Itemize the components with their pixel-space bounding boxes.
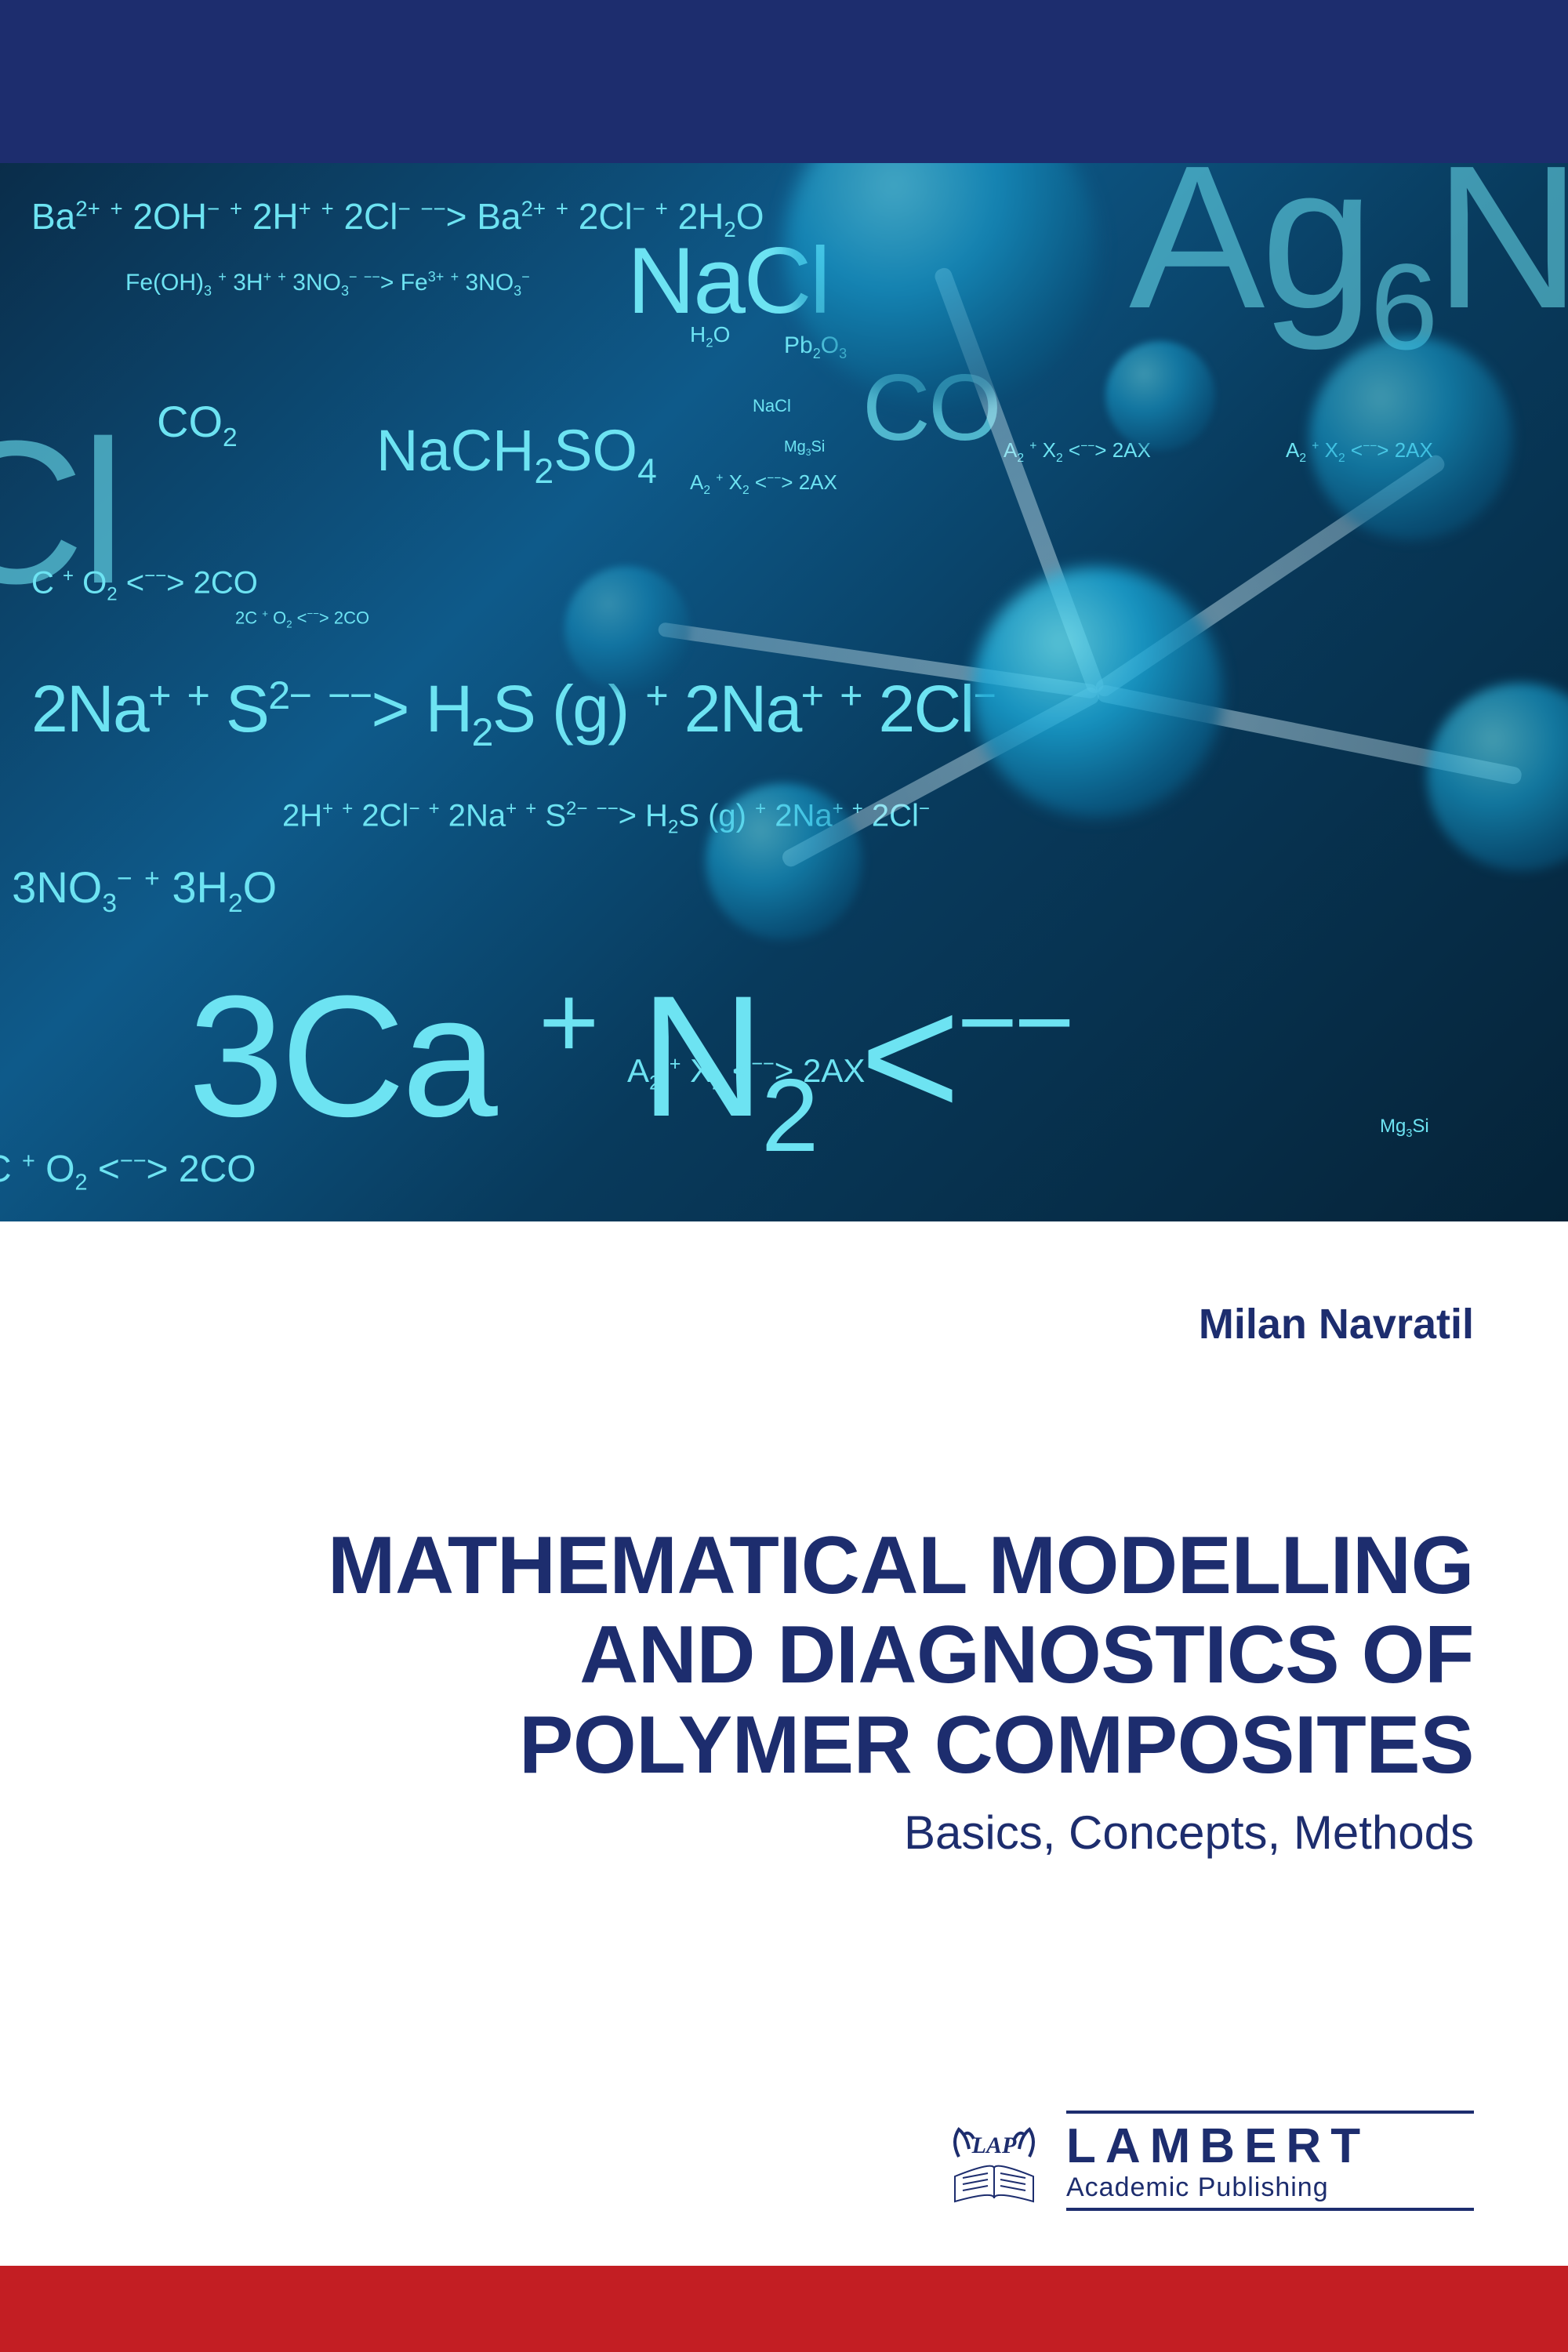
formula-text: NaCH2SO4 <box>376 417 657 492</box>
formula-text: + 3NO3− + 3H2O <box>0 862 277 919</box>
publisher-rule-top <box>1066 2111 1474 2114</box>
book-title: MATHEMATICAL MODELLINGAND DIAGNOSTICS OF… <box>110 1521 1474 1790</box>
publisher-block: LAP LAMBERT Academic Publi <box>939 2111 1474 2211</box>
publisher-badge-text: LAP <box>971 2132 1017 2158</box>
formula-text: Fe(OH)3 + 3H+ + 3NO3− −−> Fe3+ + 3NO3− <box>125 269 530 299</box>
formula-text: Mg3Si <box>1380 1116 1429 1140</box>
formula-text: NaCl <box>753 396 791 416</box>
author-name: Milan Navratil <box>110 1300 1474 1348</box>
formula-text: 2Na+ + S2− −−> H2S (g) + 2Na+ + 2Cl− <box>31 671 995 755</box>
molecule-atom <box>1105 341 1215 451</box>
formula-text: H2O <box>690 322 730 351</box>
top-band <box>0 0 1568 163</box>
molecule-atom <box>706 783 862 940</box>
molecule-atom <box>564 566 690 691</box>
formula-text: A2 + X2 <−−> 2AX <box>690 470 837 498</box>
molecule-atom <box>1309 336 1513 540</box>
formula-text: CO2 <box>157 396 238 453</box>
formula-text: 2C + O2 <−−> 2CO <box>235 608 369 630</box>
content-area: Milan Navratil MATHEMATICAL MODELLINGAND… <box>0 1221 1568 2266</box>
formula-text: A2 + X2 <−−> 2AX <box>1004 438 1151 466</box>
publisher-sub: Academic Publishing <box>1066 2172 1474 2203</box>
formula-text: A2 + X2 <−−> 2AX <box>627 1052 865 1094</box>
book-cover: Ba2+ + 2OH− + 2H+ + 2Cl− −−> Ba2+ + 2Cl−… <box>0 0 1568 2352</box>
formula-text: C + O2 <−−> 2CO <box>31 565 258 605</box>
publisher-logo: LAP <box>939 2114 1049 2208</box>
formula-text: Ag6N <box>1129 163 1568 378</box>
publisher-rule-bottom <box>1066 2208 1474 2211</box>
molecule-atom <box>972 567 1223 818</box>
publisher-name: LAMBERT <box>1066 2118 1474 2174</box>
publisher-text: LAMBERT Academic Publishing <box>1066 2111 1474 2211</box>
hero-image: Ba2+ + 2OH− + 2H+ + 2Cl− −−> Ba2+ + 2Cl−… <box>0 163 1568 1221</box>
book-subtitle: Basics, Concepts, Methods <box>110 1806 1474 1860</box>
formula-text: C + O2 <−−> 2CO <box>0 1148 256 1196</box>
formula-text: Mg3Si <box>784 438 825 458</box>
bottom-band <box>0 2266 1568 2352</box>
